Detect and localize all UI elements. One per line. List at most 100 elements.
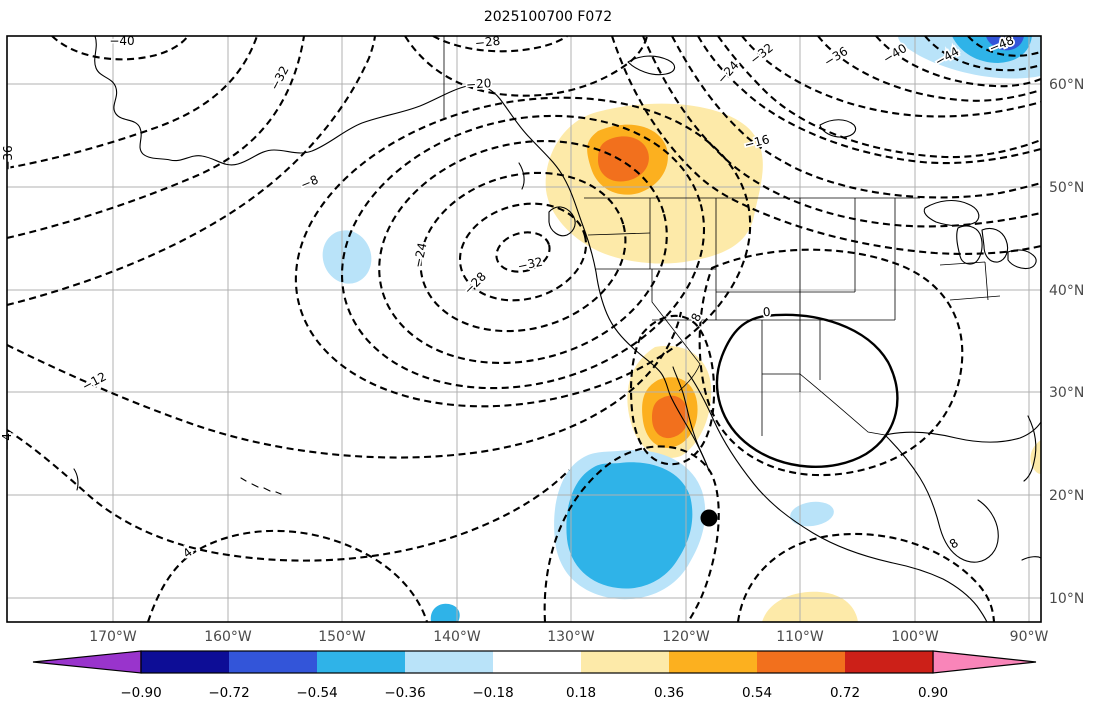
contour-line [7, 311, 683, 459]
contour-line [717, 36, 1041, 159]
lat-tick-label: 50°N [1049, 180, 1084, 196]
lon-tick-label: 110°W [776, 629, 824, 645]
contour-labels: −40−36−32−28−20−8−24−28−32−24−32 −36 −40 −4… [0, 31, 1018, 562]
lat-lon-grid [7, 36, 1041, 622]
contour-line [7, 36, 258, 170]
anomaly-region-northeast-core [986, 36, 1024, 51]
contour-line [7, 429, 570, 562]
contour-line [7, 36, 306, 240]
contour-line [924, 36, 1041, 72]
zero-contour [715, 313, 899, 468]
contour-line [51, 36, 189, 61]
contour-label: −20 [466, 76, 492, 92]
contour-line [875, 36, 1041, 88]
contour-label: −28 [474, 34, 501, 51]
contour-label: −36 [821, 44, 850, 69]
haida-gwaii [518, 162, 525, 190]
coastline-gulf-mexico [884, 434, 999, 563]
lat-tick-label: 60°N [1049, 77, 1084, 93]
colorbar-over-arrow [932, 650, 1037, 674]
contour-loop-texas [698, 248, 964, 477]
great-slave-lake [819, 119, 857, 138]
contour-label: 0 [762, 305, 771, 320]
state-border [939, 261, 1001, 301]
lon-tick-label: 120°W [662, 629, 710, 645]
contour-line [543, 445, 720, 622]
colorbar-cell [405, 651, 493, 673]
colorbar-tick-label: −0.18 [472, 685, 513, 701]
axis-tick-labels: 170°W 160°W 150°W 140°W 130°W 120°W 110°W 100°W… [89, 77, 1084, 645]
colorbar-tick-label: 0.90 [918, 685, 948, 701]
colorbar-tick-labels: −0.90 −0.72 −0.54 −0.36 −0.18 0.18 0.36 0.54 0.7… [120, 685, 948, 701]
colorbar-tick-label: −0.72 [208, 685, 249, 701]
coastline-baja-gulf [672, 366, 710, 472]
colorbar-cell [493, 651, 581, 673]
vancouver-island [548, 206, 576, 237]
coastline-us-gulf [884, 421, 1041, 443]
contour-line [817, 36, 1041, 102]
contour-line [432, 36, 568, 53]
anomaly-region-gulf-small-negative [790, 501, 834, 527]
contour-label: 8 [947, 536, 961, 552]
colorbar-outline [140, 650, 934, 674]
contour-label: −8 [299, 172, 321, 192]
storm-position-marker [700, 509, 718, 527]
coastline-west-coast [499, 98, 710, 472]
anomaly-region-southern-mexico-positive [762, 591, 858, 622]
colorbar-cell [845, 651, 933, 673]
contour-label: −24 [411, 241, 430, 269]
lake-superior [923, 199, 980, 227]
contour-line [736, 532, 996, 622]
contour-line [611, 36, 1041, 255]
contour-line [967, 36, 1041, 57]
lon-tick-label: 100°W [891, 629, 939, 645]
lon-tick-label: 170°W [89, 629, 137, 645]
contour-ring [458, 202, 588, 302]
west-island [73, 468, 79, 491]
colorbar-tick-label: −0.90 [120, 685, 161, 701]
colorbar-cell [229, 651, 317, 673]
colorbar: −0.90 −0.72 −0.54 −0.36 −0.18 0.18 0.36 0.54 0.7… [32, 650, 1037, 701]
contour-label: −32 [267, 64, 291, 93]
colorbar-cell [141, 651, 229, 673]
colorbar-tick-label: 0.54 [742, 685, 772, 701]
state-border [587, 232, 651, 236]
contour-line [404, 36, 649, 97]
contour-line [147, 529, 429, 622]
coastline-florida [1023, 415, 1037, 482]
colorbar-cell [669, 651, 757, 673]
coastline-mexico-west [687, 372, 988, 622]
colorbar-cells [140, 650, 934, 674]
hawaii-islands [240, 477, 282, 495]
lon-tick-label: 140°W [433, 629, 481, 645]
chart-title: 2025100700 F072 [484, 9, 612, 25]
great-bear-lake [627, 55, 676, 76]
contour-lines [7, 36, 1041, 622]
coastline-alaska [94, 36, 501, 166]
lon-tick-label: 90°W [1010, 629, 1049, 645]
colorbar-under-arrow [32, 650, 142, 674]
lat-tick-label: 20°N [1049, 488, 1084, 504]
colorbar-tick-label: 0.72 [830, 685, 860, 701]
map-area [7, 36, 1041, 622]
plot-frame [6, 35, 1042, 623]
lat-tick-label: 10°N [1049, 591, 1084, 607]
contour-line [7, 36, 377, 307]
contour-line [697, 36, 1041, 165]
contour-ring-inner [495, 231, 551, 273]
anomaly-region-south-baja-core [566, 462, 693, 589]
contour-label: −32 [516, 255, 544, 274]
contour-label: −24 [714, 58, 741, 86]
political-borders [443, 36, 1001, 436]
anomaly-region-baja-core [652, 395, 689, 439]
lake-erie [1007, 249, 1037, 270]
lat-tick-label: 30°N [1049, 385, 1084, 401]
contour-label: −28 [461, 269, 489, 297]
anomaly-region-midpacific-weak-negative [322, 230, 372, 284]
contour-label: −36 [1, 145, 15, 170]
contour-line [741, 36, 1041, 118]
colorbar-cell [757, 651, 845, 673]
colorbar-tick-label: 0.36 [654, 685, 684, 701]
